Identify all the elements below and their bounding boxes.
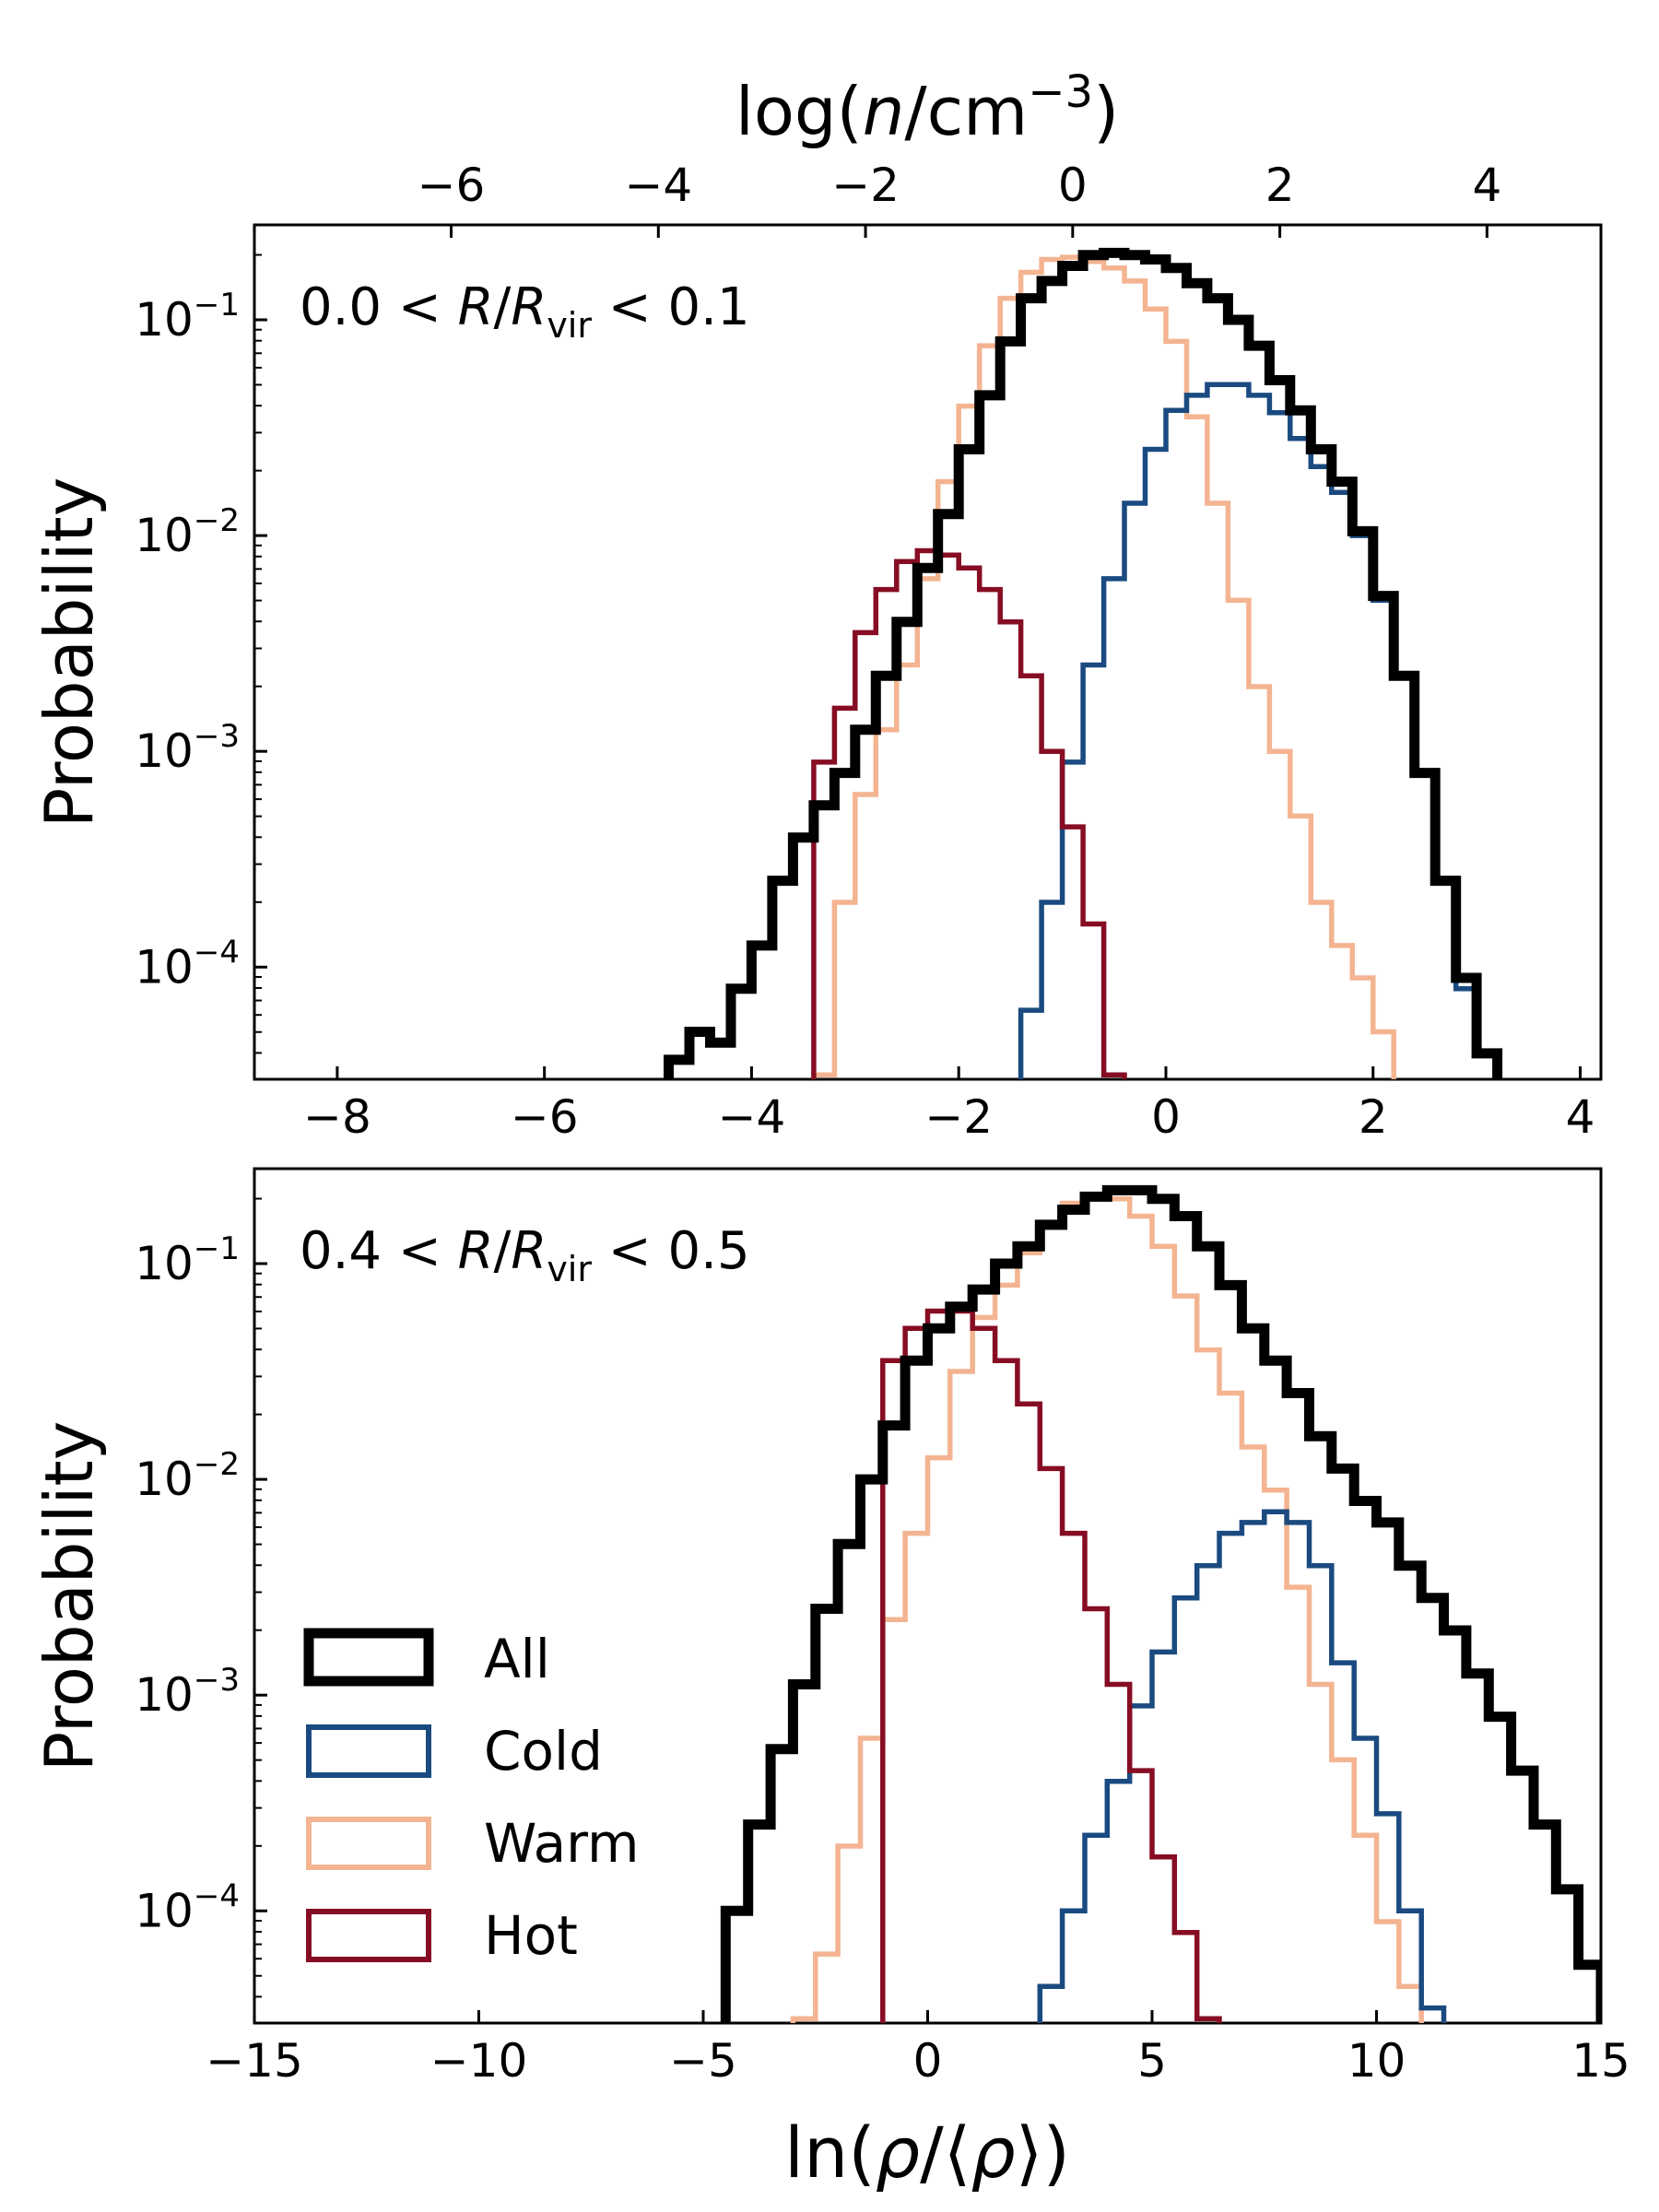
- legend-entry-hot: Hot: [306, 1904, 578, 1967]
- legend-entry-cold: Cold: [306, 1720, 603, 1783]
- bottom-y-tick-label: 10−2: [135, 1446, 240, 1506]
- top-axis-label: log(n/cm−3): [735, 66, 1119, 150]
- top-plot-frame: [253, 223, 1603, 1081]
- top-y-tick-label: 10−1: [135, 287, 240, 347]
- bottom-x-axis-label: ln(ρ/⟨ρ⟩): [784, 2112, 1070, 2194]
- bottom-x-tick-label: 5: [1137, 2034, 1167, 2088]
- bottom-series-all: [720, 1184, 1601, 2023]
- bottom-y-axis-label: Probability: [30, 1421, 108, 1772]
- top-series-all: [664, 247, 1503, 1079]
- top-y-axis-ticks: 10−1 10−2 10−3 10−4: [135, 253, 267, 1054]
- legend-label-all: All: [484, 1628, 550, 1690]
- bottom-x-tick-label: −5: [669, 2034, 737, 2088]
- bottom-y-tick-label: 10−4: [135, 1877, 240, 1937]
- legend-swatch-warm: [306, 1817, 431, 1870]
- bottom-series-warm: [790, 1192, 1424, 2023]
- top-x-tick-label: 0: [1151, 1090, 1181, 1144]
- top-axis-tick-label: 4: [1472, 159, 1501, 212]
- top-y-tick-label: 10−2: [135, 502, 240, 562]
- top-series-group: [664, 247, 1503, 1079]
- top-axis-tick-label: 2: [1265, 159, 1295, 212]
- legend-swatch-all: [303, 1628, 434, 1687]
- top-bottom-axis-ticks: −8 −6 −4 −2 0 2 4: [303, 1066, 1594, 1144]
- top-y-tick-label: 10−3: [135, 718, 240, 778]
- bottom-series-hot: [880, 1308, 1222, 2023]
- bottom-x-tick-label: −10: [430, 2034, 528, 2088]
- legend-label-hot: Hot: [484, 1904, 578, 1967]
- bottom-series-group: [720, 1184, 1601, 2023]
- bottom-y-tick-label: 10−1: [135, 1230, 240, 1290]
- bottom-y-axis-ticks: 10−1 10−2 10−3 10−4: [135, 1197, 267, 1998]
- bottom-x-tick-label: 10: [1347, 2034, 1406, 2088]
- legend-swatch-cold: [306, 1724, 431, 1778]
- top-axis-tick-label: −4: [624, 159, 692, 212]
- top-x-tick-label: −8: [303, 1090, 371, 1144]
- bottom-x-axis-ticks: −15 −10 −5 0 5 10 15: [206, 2010, 1630, 2088]
- top-x-tick-label: −4: [718, 1090, 786, 1144]
- top-panel: −8 −6 −4 −2 0 2 4 −6 −4 −2 0 2 4 10−1 10−2 10−3 10−4 l…: [30, 66, 1603, 1144]
- legend-entry-warm: Warm: [306, 1812, 640, 1875]
- top-x-tick-label: −2: [924, 1090, 993, 1144]
- top-y-tick-label: 10−4: [135, 934, 240, 994]
- top-y-axis-label: Probability: [30, 477, 108, 829]
- top-axis-tick-label: −6: [418, 159, 486, 212]
- bottom-panel: −15 −10 −5 0 5 10 15 10−1 10−2 10−3 10−4 0.4 < R/…: [30, 1167, 1630, 2194]
- top-x-tick-label: 2: [1359, 1090, 1388, 1144]
- bottom-panel-label: 0.4 < R/Rvir < 0.5: [300, 1221, 750, 1289]
- top-series-warm: [811, 254, 1396, 1079]
- bottom-series-cold: [1037, 1509, 1447, 2023]
- top-x-tick-label: 4: [1566, 1090, 1595, 1144]
- bottom-x-tick-label: −15: [206, 2034, 303, 2088]
- top-series-hot: [811, 547, 1127, 1079]
- legend-entry-all: All: [303, 1628, 550, 1690]
- bottom-y-tick-label: 10−3: [135, 1662, 240, 1722]
- bottom-x-tick-label: 15: [1571, 2034, 1630, 2088]
- top-top-axis-ticks: −6 −4 −2 0 2 4: [418, 159, 1501, 238]
- legend-label-cold: Cold: [484, 1720, 603, 1783]
- legend-swatch-hot: [306, 1909, 431, 1962]
- top-panel-label: 0.0 < R/Rvir < 0.1: [300, 277, 750, 346]
- legend-label-warm: Warm: [484, 1812, 640, 1875]
- legend: All Cold Warm Hot: [303, 1628, 640, 1967]
- top-axis-tick-label: −2: [831, 159, 900, 212]
- top-axis-tick-label: 0: [1058, 159, 1088, 212]
- top-x-tick-label: −6: [511, 1090, 579, 1144]
- bottom-x-tick-label: 0: [913, 2034, 943, 2088]
